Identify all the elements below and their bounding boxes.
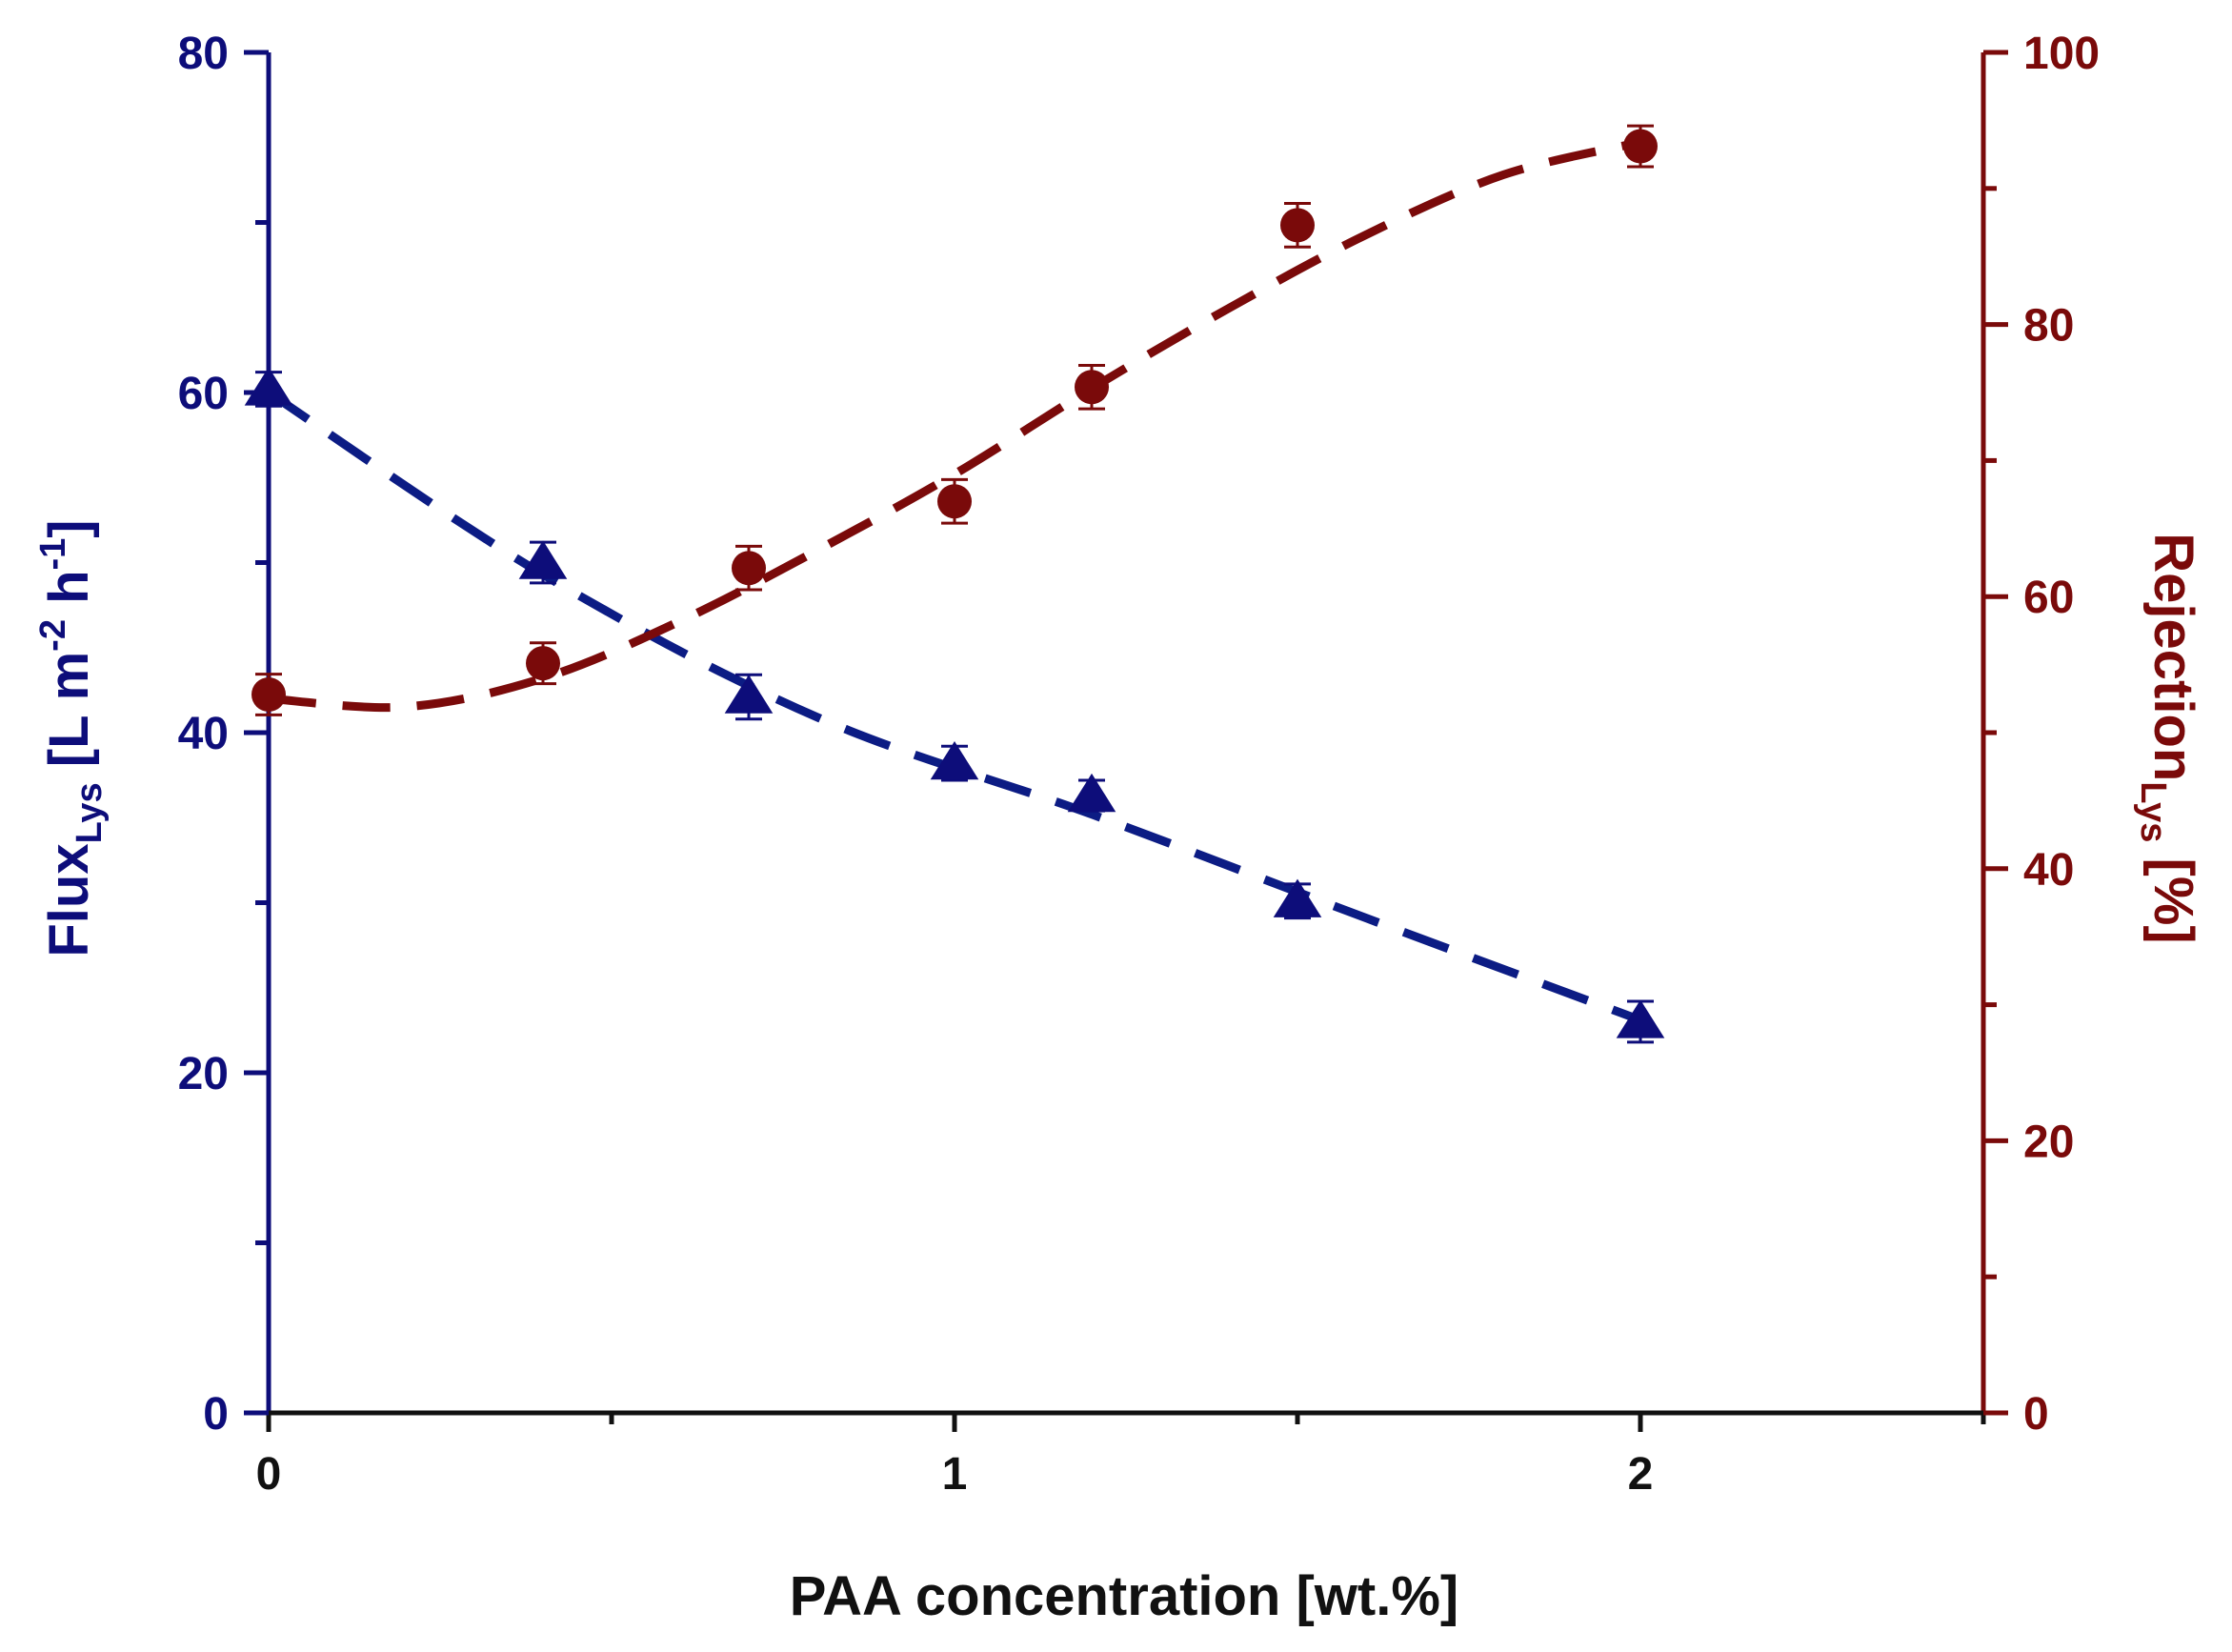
rejection-point <box>1075 370 1109 405</box>
error-bars <box>255 124 1654 1044</box>
left-y-tick-label: 20 <box>178 1049 229 1099</box>
left-y-title-flux: Flux <box>38 843 100 957</box>
right-y-tick-label: 80 <box>2023 301 2074 352</box>
right-y-tick-label: 0 <box>2023 1389 2049 1440</box>
rejection-point <box>732 551 766 586</box>
left-y-tick-label: 0 <box>203 1389 229 1440</box>
flux-fit-curve <box>266 389 1642 1024</box>
right-y-tick-label: 60 <box>2023 573 2074 623</box>
axes <box>244 50 2008 1432</box>
left-y-title-bl: [L m <box>38 652 100 783</box>
left-y-title-br: ] <box>38 519 100 537</box>
left-y-axis-title: FluxLys [L m-2 h-1] <box>33 519 110 957</box>
left-y-title-h1: -1 <box>33 538 73 571</box>
right-y-title-rej: Rejection <box>2142 533 2204 781</box>
rejection-point <box>526 646 560 681</box>
left-y-title-h: h <box>38 570 100 619</box>
fit-curves <box>266 137 1642 1024</box>
x-tick-label: 2 <box>1628 1449 1654 1500</box>
flux-point <box>1616 999 1665 1038</box>
x-tick-label: 0 <box>256 1449 282 1500</box>
rejection-point <box>251 677 286 713</box>
right-y-title-pct: [%] <box>2142 842 2204 943</box>
x-axis-title: PAA concentration [wt.%] <box>790 1565 1458 1627</box>
rejection-point <box>1280 208 1315 243</box>
flux-point <box>518 540 568 579</box>
flux-point <box>1067 773 1116 813</box>
flux-point <box>930 741 979 780</box>
x-tick-label: 1 <box>942 1449 968 1500</box>
left-y-title-m2: -2 <box>33 619 73 652</box>
flux-point <box>1273 878 1322 917</box>
left-y-title-lys: Lys <box>70 782 110 843</box>
right-y-axis-title: RejectionLys [%] <box>2133 533 2204 943</box>
rejection-point <box>1623 129 1658 164</box>
left-y-tick-label: 40 <box>178 709 229 759</box>
rejection-fit-curve <box>268 137 1642 713</box>
right-y-tick-label: 20 <box>2023 1117 2074 1167</box>
flux-point <box>724 675 774 714</box>
right-y-title-lys: Lys <box>2133 781 2173 842</box>
rejection-point <box>937 484 972 519</box>
right-y-tick-label: 100 <box>2023 29 2100 79</box>
right-y-tick-label: 40 <box>2023 845 2074 896</box>
left-y-tick-label: 60 <box>178 369 229 419</box>
data-markers <box>244 129 1665 1038</box>
flux-point <box>244 367 293 406</box>
left-y-tick-label: 80 <box>178 29 229 79</box>
